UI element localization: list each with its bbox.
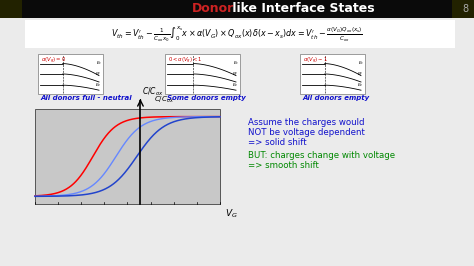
Text: $E_v$: $E_v$	[357, 81, 364, 89]
Text: => solid shift: => solid shift	[248, 138, 307, 147]
Text: 8: 8	[462, 4, 468, 14]
Text: $E_F$: $E_F$	[357, 70, 364, 78]
Text: $E_F$: $E_F$	[232, 70, 239, 78]
Bar	[0, 0, 474, 18]
Text: Assume the charges would: Assume the charges would	[248, 118, 365, 127]
Text: $V_{th} = V_{th}^{\prime} - \frac{1}{C_{ox}x_0}\int_0^{x_s} x \times \alpha(V_G): $V_{th} = V_{th}^{\prime} - \frac{1}{C_{…	[111, 24, 363, 44]
Text: Some donors empty: Some donors empty	[167, 95, 246, 101]
Bar	[452, 0, 474, 18]
Text: BUT: charges change with voltage: BUT: charges change with voltage	[248, 151, 395, 160]
Text: All donors empty: All donors empty	[302, 95, 369, 101]
Text: $E_v$: $E_v$	[232, 81, 239, 89]
Bar	[0, 0, 22, 18]
Text: $E_c$: $E_c$	[96, 60, 102, 67]
Bar	[300, 54, 365, 94]
Text: $C/C_{ox}$: $C/C_{ox}$	[143, 85, 164, 98]
Text: $0 < \alpha(V_g) < 1$: $0 < \alpha(V_g) < 1$	[168, 56, 203, 66]
Text: => smooth shift: => smooth shift	[248, 161, 319, 170]
Text: $E_c$: $E_c$	[233, 60, 239, 67]
Text: like Interface States: like Interface States	[228, 2, 374, 15]
Text: Donor: Donor	[192, 2, 234, 15]
Bar	[35, 109, 220, 204]
Text: All donors full - neutral: All donors full - neutral	[40, 95, 132, 101]
Bar	[25, 20, 455, 48]
Bar	[165, 54, 240, 94]
Text: $\alpha(V_g) \sim 1$: $\alpha(V_g) \sim 1$	[303, 56, 328, 66]
Text: $V_G$: $V_G$	[225, 208, 238, 221]
Text: $\alpha(V_g) = 0$: $\alpha(V_g) = 0$	[41, 56, 66, 66]
Text: NOT be voltage dependent: NOT be voltage dependent	[248, 128, 365, 137]
Text: $E_c$: $E_c$	[357, 60, 364, 67]
Bar	[38, 54, 103, 94]
Text: $E_F$: $E_F$	[95, 70, 102, 78]
Text: $E_v$: $E_v$	[95, 81, 102, 89]
Text: $C/C_{ox}$: $C/C_{ox}$	[154, 95, 174, 105]
